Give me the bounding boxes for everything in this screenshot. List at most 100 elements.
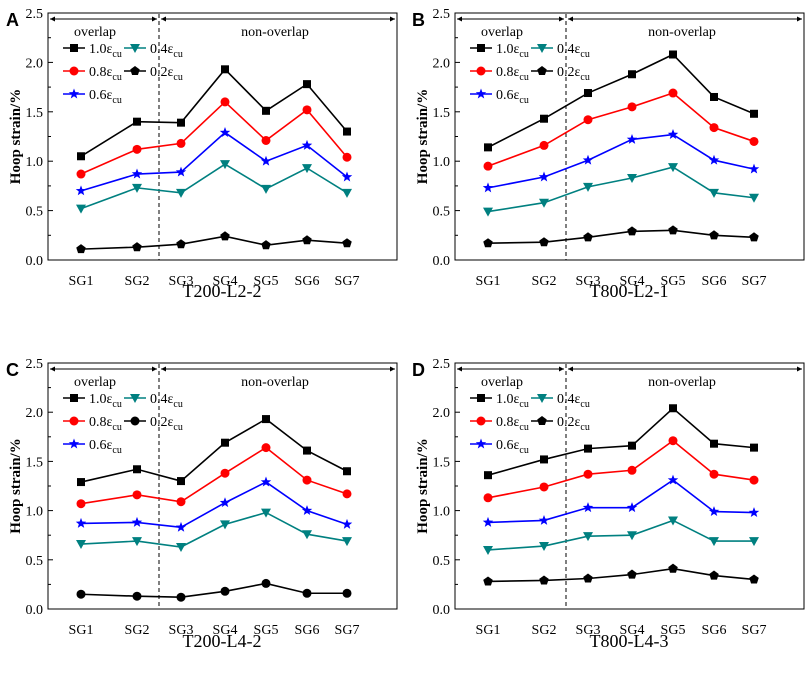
data-point (667, 474, 679, 485)
legend-label: 1.0εcu (89, 392, 122, 410)
x-tick-label: SG3 (169, 623, 194, 638)
y-tick-label: 0.0 (433, 603, 451, 618)
data-point (708, 154, 720, 165)
overlap-arrow-head-left (457, 366, 462, 372)
y-tick-label: 0.5 (433, 205, 451, 220)
legend: 1.0εcu 0.4εcu 0.8εcu 0.2εcu 0.6εcu (470, 392, 590, 456)
data-point (261, 443, 271, 453)
data-point (302, 164, 312, 174)
data-point (261, 240, 271, 250)
data-point (260, 155, 272, 166)
x-tick-label: SG7 (335, 623, 360, 638)
overlap-label: overlap (481, 25, 523, 40)
data-point (220, 468, 230, 478)
legend-marker (476, 66, 486, 76)
x-tick-label: SG7 (335, 274, 360, 289)
data-point (220, 520, 230, 530)
data-point (627, 569, 637, 579)
y-tick-label: 0.5 (26, 554, 44, 569)
series-0.4 (483, 516, 759, 555)
x-tick-label: SG2 (532, 274, 557, 289)
y-tick-label: 1.0 (26, 505, 44, 520)
legend-marker (475, 438, 487, 449)
y-tick-label: 0.0 (26, 603, 44, 618)
data-point (219, 127, 231, 137)
data-point (132, 490, 142, 500)
legend-marker (537, 44, 547, 53)
data-point (342, 489, 352, 499)
data-point (76, 589, 86, 599)
data-point (482, 182, 494, 193)
data-point (539, 237, 549, 247)
series-0.2 (76, 578, 352, 602)
data-point (582, 154, 594, 165)
data-point (709, 469, 719, 479)
legend-marker (537, 66, 547, 76)
data-point (342, 188, 352, 198)
legend-label: 0.4εcu (150, 42, 183, 60)
data-point (342, 537, 352, 547)
data-point (341, 518, 353, 529)
legend-marker (130, 416, 140, 426)
data-point (301, 139, 313, 150)
overlap-arrow-head-left (50, 366, 55, 372)
data-point (262, 106, 270, 115)
data-point (749, 136, 759, 146)
y-tick-label: 0.0 (433, 254, 451, 269)
y-tick-label: 1.5 (26, 455, 44, 470)
non-overlap-arrow-head-left (568, 16, 573, 22)
data-point (540, 455, 548, 464)
data-point (133, 465, 141, 474)
series-0.8 (483, 436, 759, 503)
data-point (668, 436, 678, 446)
legend-marker (537, 416, 547, 426)
legend-label: 0.8εcu (496, 415, 529, 433)
non-overlap-arrow-head-left (161, 16, 166, 22)
data-point (261, 184, 271, 194)
y-tick-label: 1.0 (26, 155, 44, 170)
data-point (303, 446, 311, 455)
y-axis-title: Hoop strain/% (415, 438, 431, 533)
data-point (627, 102, 637, 112)
legend-label: 1.0εcu (89, 42, 122, 60)
data-point (260, 476, 272, 487)
data-point (538, 171, 550, 182)
legend-label: 0.8εcu (89, 65, 122, 83)
data-point (668, 88, 678, 98)
data-point (341, 171, 353, 182)
data-point (76, 204, 86, 214)
overlap-arrow-head-left (50, 16, 55, 22)
x-tick-label: SG3 (169, 274, 194, 289)
data-point (220, 160, 230, 170)
data-point (76, 244, 86, 254)
data-point (302, 588, 312, 598)
legend-label: 0.4εcu (557, 392, 590, 410)
data-point (627, 531, 637, 541)
chart-panel-b: B 0.0 0.5 1.0 1.5 2.0 2.5 Hoop strain/% SG1 SG2 SG… (412, 7, 805, 301)
legend-label: 1.0εcu (496, 392, 529, 410)
data-point (626, 502, 638, 513)
data-point (668, 516, 678, 526)
data-point (584, 89, 592, 98)
non-overlap-label: non-overlap (241, 25, 309, 40)
x-tick-label: SG5 (254, 274, 279, 289)
y-axis-title: Hoop strain/% (8, 438, 24, 533)
panel-caption: T800-L2-1 (590, 281, 669, 301)
legend: 1.0εcu 0.4εcu 0.8εcu 0.2εcu 0.6εcu (63, 42, 183, 106)
x-tick-label: SG5 (254, 623, 279, 638)
data-point (668, 563, 678, 573)
data-point (749, 475, 759, 485)
y-tick-label: 1.5 (433, 455, 451, 470)
x-tick-label: SG2 (125, 274, 150, 289)
x-tick-label: SG6 (295, 623, 320, 638)
y-tick-label: 2.5 (433, 7, 451, 22)
data-point (583, 573, 593, 583)
data-point (748, 163, 760, 174)
data-point (709, 230, 719, 240)
overlap-arrow-head-right (152, 16, 157, 22)
legend-marker (477, 44, 485, 52)
data-point (627, 173, 637, 183)
series-0.6 (482, 129, 760, 193)
series-0.2 (483, 225, 759, 248)
